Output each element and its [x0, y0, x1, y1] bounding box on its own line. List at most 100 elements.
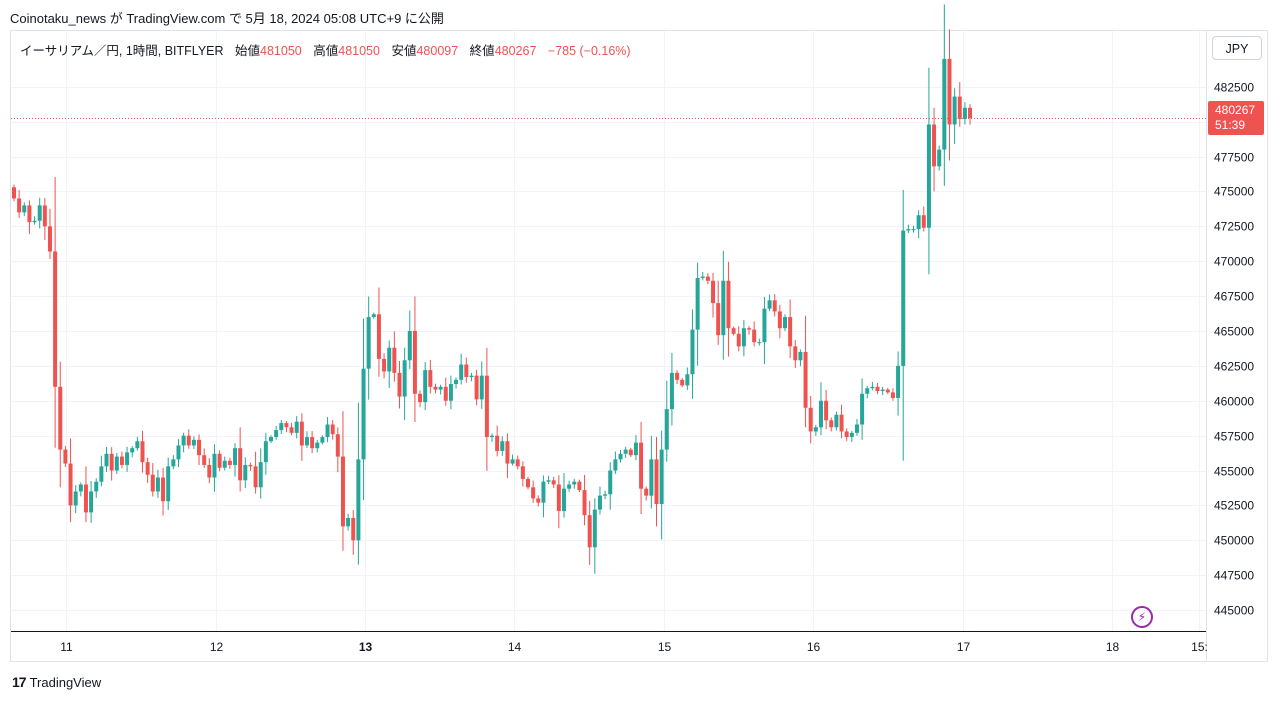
- tradingview-logo[interactable]: 17 TradingView: [12, 674, 101, 690]
- candle: [839, 404, 844, 439]
- candle: [376, 287, 381, 377]
- candle: [351, 510, 356, 555]
- candle: [109, 447, 114, 481]
- candle: [608, 462, 613, 510]
- candle: [690, 309, 695, 399]
- lightning-icon[interactable]: ⚡: [1131, 606, 1153, 628]
- candle: [361, 318, 366, 501]
- candle: [479, 361, 484, 409]
- y-tick-label: 477500: [1214, 151, 1254, 165]
- candle: [94, 478, 99, 498]
- candle: [382, 353, 387, 379]
- candle: [757, 338, 762, 346]
- candle: [335, 427, 340, 473]
- candle: [968, 104, 973, 125]
- candle: [176, 439, 181, 468]
- legend-open-label: 始値: [235, 44, 261, 58]
- y-tick-label: 467500: [1214, 290, 1254, 304]
- candle: [824, 390, 829, 430]
- candle: [926, 67, 931, 275]
- candle: [767, 294, 772, 312]
- candle: [962, 102, 967, 125]
- candle: [911, 225, 916, 233]
- candle: [777, 304, 782, 339]
- candle: [628, 447, 633, 457]
- candle: [346, 513, 351, 531]
- candle: [567, 480, 572, 492]
- candle: [104, 446, 109, 472]
- candle: [392, 331, 397, 382]
- tradingview-brand: TradingView: [29, 675, 102, 690]
- y-tick-label: 482500: [1214, 81, 1254, 95]
- candle: [932, 107, 937, 192]
- candle: [279, 419, 284, 434]
- candle: [212, 444, 217, 492]
- candle: [474, 369, 479, 406]
- candle: [274, 425, 279, 440]
- candle: [736, 326, 741, 352]
- candle: [685, 367, 690, 390]
- candle: [541, 475, 546, 518]
- candle: [412, 296, 417, 423]
- candle: [603, 490, 608, 500]
- candle: [597, 486, 602, 515]
- candle: [561, 473, 566, 518]
- y-tick-label: 462500: [1214, 360, 1254, 374]
- candle: [495, 425, 500, 457]
- candle: [762, 296, 767, 364]
- legend-close-value: 480267: [494, 44, 537, 58]
- candle: [716, 280, 721, 345]
- candle: [454, 377, 459, 389]
- y-tick-label: 465000: [1214, 325, 1254, 339]
- candle: [582, 475, 587, 526]
- candle: [186, 429, 191, 449]
- candle: [217, 450, 222, 472]
- candle: [726, 261, 731, 357]
- candle: [798, 349, 803, 367]
- candle: [58, 361, 63, 488]
- candle: [669, 352, 674, 426]
- candle: [942, 4, 947, 186]
- candle: [531, 480, 536, 503]
- candle: [520, 461, 525, 487]
- candle: [587, 500, 592, 565]
- candles: [12, 4, 973, 574]
- candle: [490, 433, 495, 442]
- candle: [22, 202, 27, 217]
- chart-frame[interactable]: [10, 30, 1268, 662]
- candle: [484, 348, 489, 471]
- candle: [366, 296, 371, 400]
- legend-high-label: 高値: [313, 44, 339, 58]
- candle: [860, 378, 865, 440]
- candle: [202, 448, 207, 468]
- candle: [448, 375, 453, 410]
- candle: [526, 476, 530, 490]
- candle: [947, 29, 952, 161]
- candle: [423, 362, 428, 411]
- currency-button[interactable]: JPY: [1212, 36, 1262, 60]
- candle: [119, 451, 124, 469]
- x-tick-label: 18: [1106, 640, 1120, 654]
- candle: [639, 421, 644, 514]
- y-tick-label: 457500: [1214, 430, 1254, 444]
- candle: [711, 272, 716, 318]
- last-price-value: 480267: [1215, 103, 1256, 117]
- candle: [510, 454, 515, 466]
- candle: [387, 340, 392, 389]
- candle: [664, 380, 669, 462]
- candle: [407, 310, 412, 370]
- candle: [78, 482, 83, 497]
- x-tick-label: 12: [210, 640, 224, 654]
- candle: [505, 433, 510, 479]
- candle: [875, 382, 880, 395]
- candle: [89, 481, 94, 523]
- candle: [253, 451, 258, 494]
- candle: [166, 457, 171, 510]
- candle: [371, 312, 376, 319]
- publish-info: Coinotaku_news が TradingView.com で 5月 18…: [10, 11, 444, 26]
- candle: [675, 370, 680, 385]
- candle: [783, 314, 787, 331]
- candle: [263, 432, 268, 475]
- candle: [227, 457, 232, 469]
